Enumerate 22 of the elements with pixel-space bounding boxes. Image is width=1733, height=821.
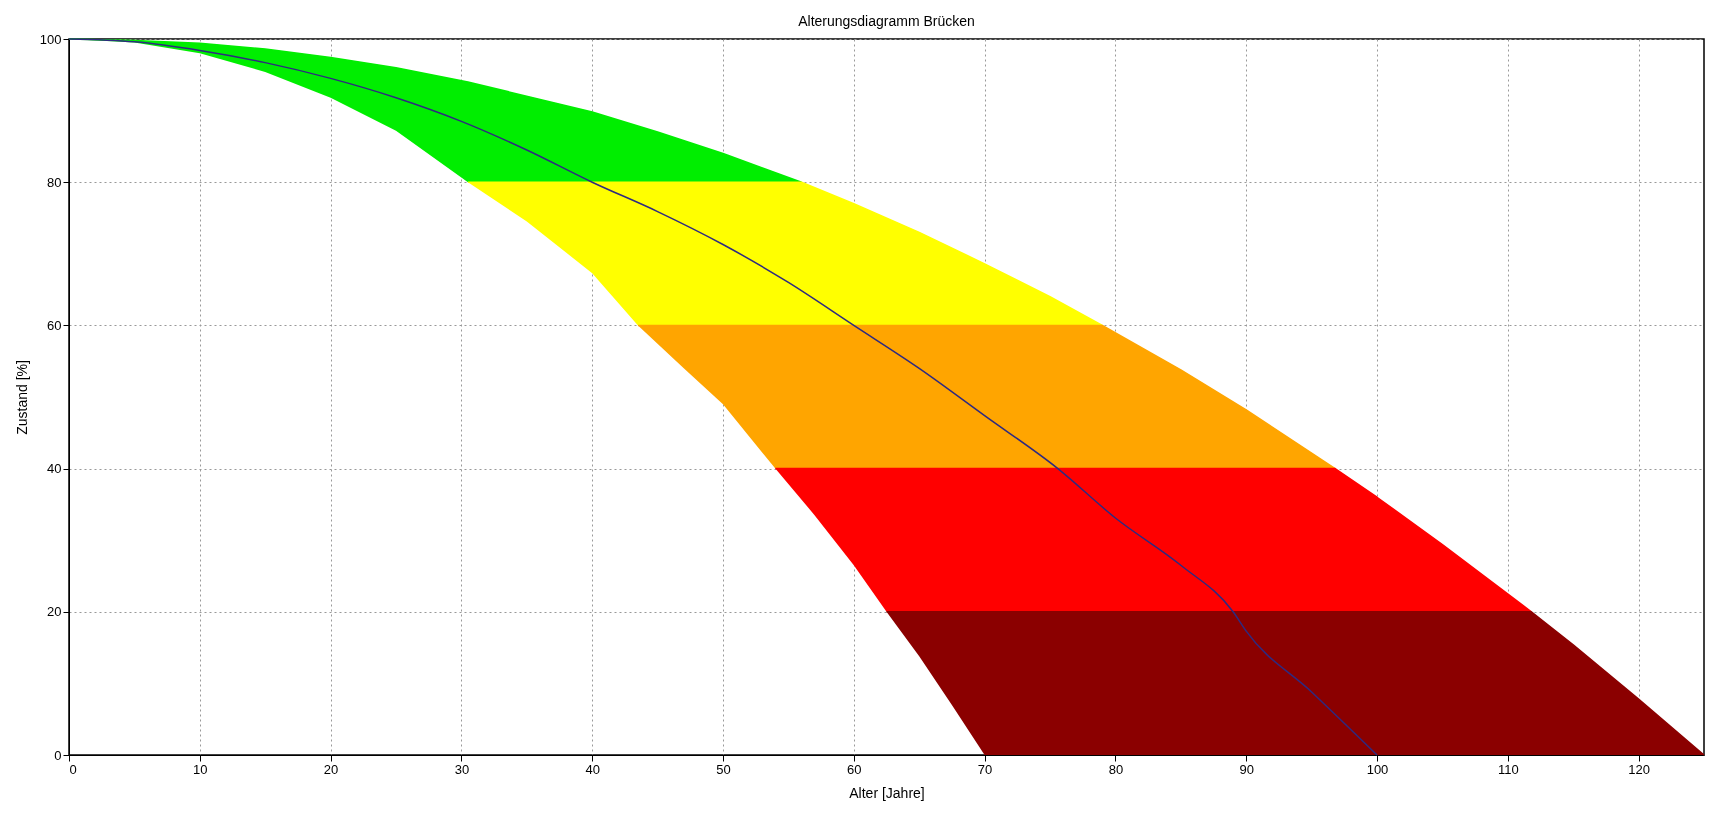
x-tick-label: 40	[585, 761, 600, 777]
x-axis-title: Alter [Jahre]	[849, 784, 925, 801]
x-tick-label: 70	[977, 761, 993, 777]
x-tick-label: 50	[716, 761, 731, 777]
x-tick-label: 120	[1628, 761, 1650, 777]
y-axis-title: Zustand [%]	[13, 360, 30, 435]
x-tick-label: 20	[323, 761, 339, 777]
y-tick-label: 80	[47, 174, 62, 190]
x-tick-label: 0	[69, 761, 77, 777]
chart-title: Alterungsdiagramm Brücken	[798, 13, 975, 29]
y-tick-label: 100	[39, 31, 62, 47]
x-tick-label: 80	[1108, 761, 1124, 777]
x-tick-label: 110	[1497, 761, 1519, 777]
x-tick-label: 100	[1366, 761, 1389, 777]
y-tick-label: 20	[47, 604, 62, 620]
x-tick-label: 30	[454, 761, 470, 777]
x-tick-label: 10	[193, 761, 208, 777]
y-tick-label: 40	[47, 461, 62, 477]
x-tick-label: 90	[1239, 761, 1254, 777]
y-tick-label: 60	[47, 317, 62, 333]
y-tick-label: 0	[54, 747, 62, 763]
x-tick-label: 60	[847, 761, 862, 777]
